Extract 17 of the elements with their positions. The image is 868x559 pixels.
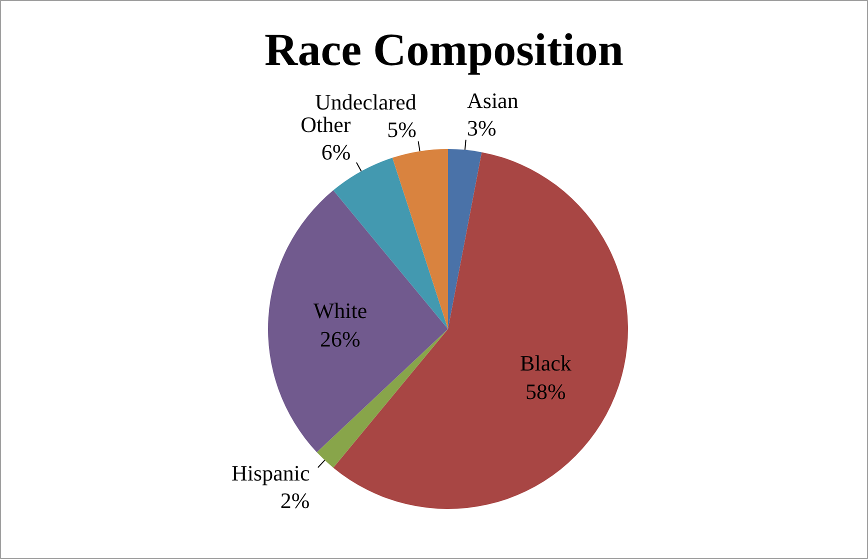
chart-title: Race Composition <box>263 23 625 76</box>
pie-slice <box>316 329 448 468</box>
pie-slice <box>268 190 448 452</box>
slice-label: White <box>313 298 368 323</box>
slice-label: Undeclared <box>315 90 416 115</box>
data-label: 58% <box>526 379 566 404</box>
data-label: 3% <box>467 116 496 141</box>
slice-label: Hispanic <box>232 460 310 486</box>
data-label: 26% <box>320 326 360 352</box>
data-label: 2% <box>280 488 310 514</box>
slice-label: Black <box>520 350 572 376</box>
pie-slice <box>392 149 448 329</box>
data-label: 5% <box>387 117 416 142</box>
data-label: 6% <box>321 140 351 165</box>
pie-slice <box>448 149 482 329</box>
slice-label: Asian <box>467 88 518 114</box>
slice-label: Other <box>300 112 352 138</box>
